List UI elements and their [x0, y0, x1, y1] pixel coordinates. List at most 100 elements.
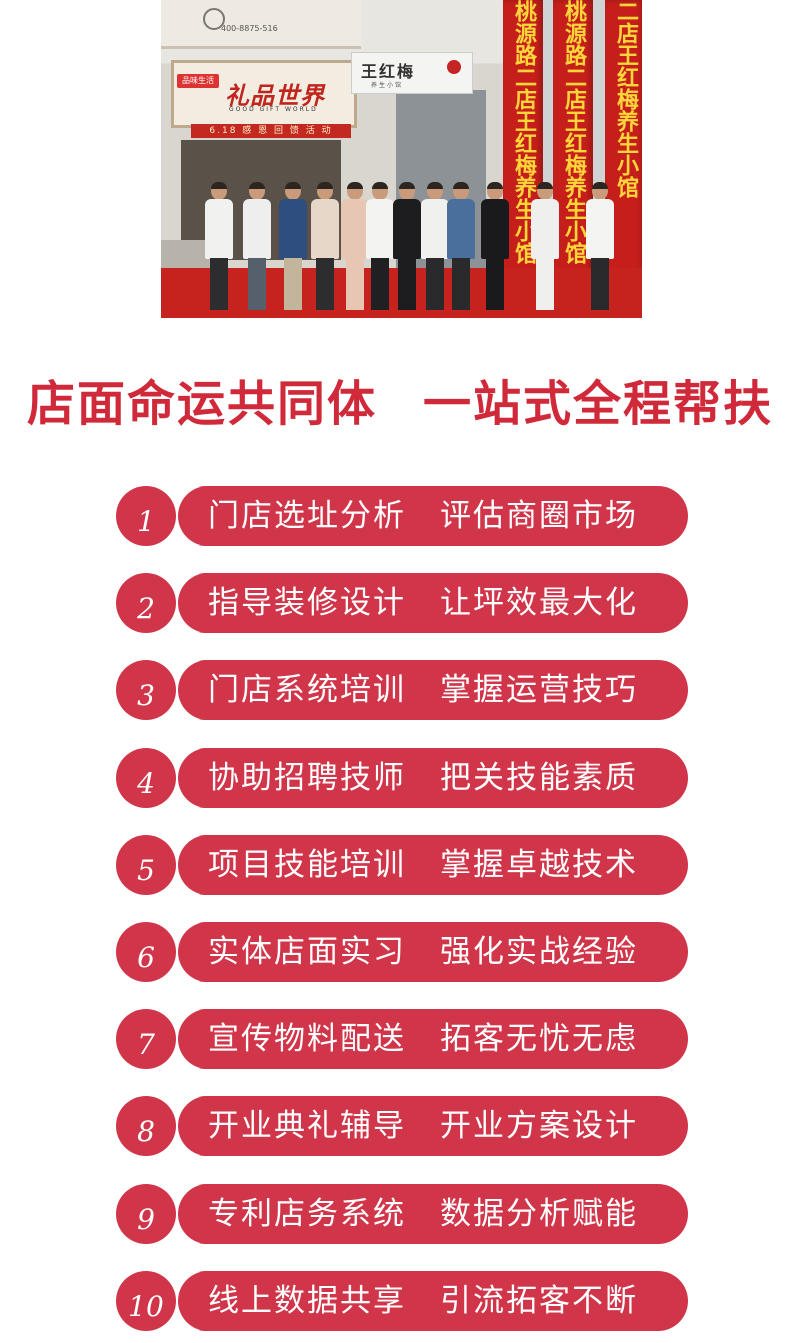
- pill-notch-fill: [178, 1184, 218, 1244]
- service-label: 线上数据共享 引流拓客不断: [208, 1271, 638, 1331]
- headline-left: 店面命运共同体: [26, 376, 377, 432]
- page-headline: 店面命运共同体 一站式全程帮扶: [0, 371, 800, 437]
- pill-notch-fill: [178, 486, 218, 546]
- store-name: 王红梅: [361, 62, 416, 81]
- store-subtitle: 养生小馆: [371, 82, 404, 89]
- upper-sign: [161, 0, 361, 49]
- service-label: 宣传物料配送 拓客无忧无虑: [208, 1009, 638, 1069]
- service-item: 3 门店系统培训 掌握运营技巧: [116, 660, 688, 720]
- service-left-text: 门店选址分析: [208, 498, 406, 534]
- service-number: 4: [137, 767, 155, 800]
- gift-shop-name: 礼品世界: [225, 82, 325, 110]
- pill-notch-fill: [178, 748, 218, 808]
- pill-notch-fill: [178, 835, 218, 895]
- service-pill: [176, 748, 688, 808]
- service-right-text: 评估商圈市场: [440, 498, 638, 534]
- pill-notch-fill: [178, 922, 218, 982]
- gift-shop-tag: 品味生活: [177, 74, 219, 88]
- number-badge: [116, 486, 176, 546]
- service-right-text: 掌握卓越技术: [440, 847, 638, 883]
- service-number: 1: [137, 505, 155, 538]
- service-label: 开业典礼辅导 开业方案设计: [208, 1096, 638, 1156]
- service-pill: [176, 486, 688, 546]
- service-number: 5: [137, 854, 155, 887]
- number-badge: [116, 748, 176, 808]
- upper-sign-phone: 400-8875-516: [221, 24, 278, 33]
- pill-notch-fill: [178, 1271, 218, 1331]
- service-left-text: 项目技能培训: [208, 847, 406, 883]
- service-item: 8 开业典礼辅导 开业方案设计: [116, 1096, 688, 1156]
- service-label: 指导装修设计 让坪效最大化: [208, 573, 638, 633]
- number-badge: [116, 922, 176, 982]
- service-item: 10 线上数据共享 引流拓客不断: [116, 1271, 688, 1331]
- service-item: 4 协助招聘技师 把关技能素质: [116, 748, 688, 808]
- service-number: 3: [137, 679, 155, 712]
- service-left-text: 指导装修设计: [208, 585, 406, 621]
- number-badge: [116, 1009, 176, 1069]
- pill-notch-fill: [178, 660, 218, 720]
- pill-notch-fill: [178, 1009, 218, 1069]
- red-banner: 桃源路二店王红梅养生小馆: [503, 0, 543, 318]
- service-right-text: 掌握运营技巧: [440, 672, 638, 708]
- ring-logo-icon: [203, 8, 225, 30]
- service-item: 6 实体店面实习 强化实战经验: [116, 922, 688, 982]
- service-left-text: 实体店面实习: [208, 934, 406, 970]
- gift-shop-sign: [171, 60, 357, 128]
- service-right-text: 拓客无忧无虑: [440, 1021, 638, 1057]
- service-pill: [176, 1096, 688, 1156]
- service-number: 8: [137, 1115, 155, 1148]
- red-banner: 桃源路二店王红梅养生小馆: [553, 0, 593, 318]
- service-number: 6: [137, 941, 155, 974]
- banner-text: 桃源路二店王红梅养生小馆: [561, 0, 586, 264]
- service-item: 9 专利店务系统 数据分析赋能: [116, 1184, 688, 1244]
- service-left-text: 门店系统培训: [208, 672, 406, 708]
- service-label: 实体店面实习 强化实战经验: [208, 922, 638, 982]
- number-badge: [116, 835, 176, 895]
- service-pill: [176, 1271, 688, 1331]
- service-left-text: 开业典礼辅导: [208, 1108, 406, 1144]
- service-left-text: 宣传物料配送: [208, 1021, 406, 1057]
- red-banner: 二店王红梅养生小馆: [605, 0, 642, 318]
- number-badge: [116, 660, 176, 720]
- number-badge: [116, 1096, 176, 1156]
- service-label: 专利店务系统 数据分析赋能: [208, 1184, 638, 1244]
- flower-logo-icon: [447, 60, 461, 74]
- service-right-text: 引流拓客不断: [440, 1283, 638, 1319]
- service-label: 项目技能培训 掌握卓越技术: [208, 835, 638, 895]
- banner-text: 二店王红梅养生小馆: [613, 0, 638, 198]
- service-right-text: 开业方案设计: [440, 1108, 638, 1144]
- service-left-text: 专利店务系统: [208, 1196, 406, 1232]
- service-label: 协助招聘技师 把关技能素质: [208, 748, 638, 808]
- service-left-text: 线上数据共享: [208, 1283, 406, 1319]
- service-number: 9: [137, 1203, 155, 1236]
- service-number: 7: [137, 1028, 155, 1061]
- headline-right: 一站式全程帮扶: [423, 376, 774, 432]
- service-pill: [176, 922, 688, 982]
- service-label: 门店系统培训 掌握运营技巧: [208, 660, 638, 720]
- service-item: 1 门店选址分析 评估商圈市场: [116, 486, 688, 546]
- opening-ceremony-photo: 400-8875-516 品味生活 礼品世界 GOOD GIFT WORLD 6…: [161, 0, 642, 318]
- service-right-text: 强化实战经验: [440, 934, 638, 970]
- service-number: 2: [137, 592, 155, 625]
- service-pill: [176, 1009, 688, 1069]
- service-right-text: 让坪效最大化: [440, 585, 638, 621]
- service-pill: [176, 573, 688, 633]
- service-pill: [176, 660, 688, 720]
- number-badge: [116, 1184, 176, 1244]
- service-number: 10: [128, 1290, 164, 1323]
- service-pill: [176, 1184, 688, 1244]
- service-left-text: 协助招聘技师: [208, 760, 406, 796]
- service-item: 2 指导装修设计 让坪效最大化: [116, 573, 688, 633]
- service-pill: [176, 835, 688, 895]
- number-badge: [116, 573, 176, 633]
- service-item: 7 宣传物料配送 拓客无忧无虑: [116, 1009, 688, 1069]
- pill-notch-fill: [178, 573, 218, 633]
- gift-shop-subtitle: GOOD GIFT WORLD: [229, 106, 318, 113]
- service-right-text: 把关技能素质: [440, 760, 638, 796]
- service-item: 5 项目技能培训 掌握卓越技术: [116, 835, 688, 895]
- service-label: 门店选址分析 评估商圈市场: [208, 486, 638, 546]
- pill-notch-fill: [178, 1096, 218, 1156]
- promo-strip: 6.18 感 恩 回 馈 活 动: [191, 124, 351, 138]
- number-badge: [116, 1271, 176, 1331]
- service-right-text: 数据分析赋能: [440, 1196, 638, 1232]
